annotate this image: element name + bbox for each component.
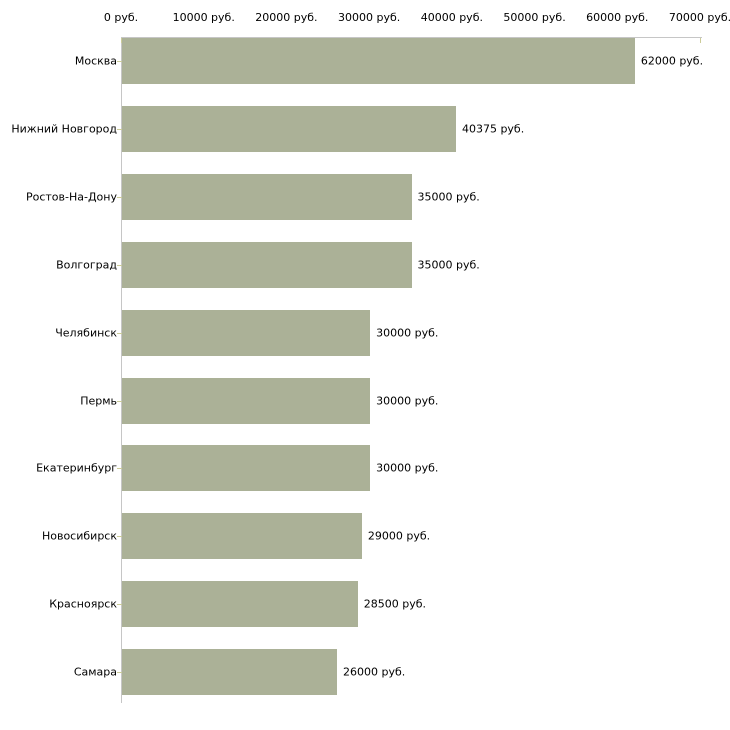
value-label: 29000 руб. [367, 529, 431, 543]
category-tick-mark [117, 129, 122, 130]
value-label: 35000 руб. [417, 190, 480, 204]
category-label: Новосибирск [41, 529, 117, 543]
category-tick-mark [117, 672, 122, 673]
x-tick-label: 40000 руб. [420, 11, 483, 24]
category-label: Нижний Новгород [11, 122, 117, 136]
value-label: 35000 руб. [417, 258, 480, 272]
x-tick-label: 60000 руб. [586, 11, 649, 24]
x-tick-label: 0 руб. [103, 11, 139, 24]
category-tick-mark [117, 61, 122, 62]
x-tick-label: 10000 руб. [172, 11, 235, 24]
x-tick-label: 30000 руб. [338, 11, 401, 24]
category-label: Екатеринбург [36, 461, 117, 475]
bar [122, 173, 412, 220]
category-tick-mark [117, 197, 122, 198]
category-label: Красноярск [49, 597, 117, 611]
value-label: 62000 руб. [640, 54, 704, 68]
value-label: 40375 руб. [461, 122, 525, 136]
value-label: 30000 руб. [376, 326, 439, 340]
bar [122, 105, 456, 152]
x-tick-label: 20000 руб. [255, 11, 318, 24]
category-tick-mark [117, 401, 122, 402]
x-tick-mark [121, 38, 122, 43]
bar [122, 38, 635, 84]
bar [122, 241, 412, 288]
bar [122, 581, 358, 628]
category-label: Волгоград [56, 258, 117, 272]
bar [122, 377, 371, 424]
bar [122, 445, 371, 492]
bar [122, 649, 338, 696]
category-label: Ростов-На-Дону [25, 190, 117, 204]
category-tick-mark [117, 604, 122, 605]
y-axis-line [121, 37, 122, 704]
category-label: Москва [74, 54, 117, 68]
x-axis-line [121, 37, 702, 38]
x-tick-label: 70000 руб. [668, 11, 730, 24]
category-tick-mark [117, 468, 122, 469]
value-label: 28500 руб. [363, 597, 426, 611]
category-tick-mark [117, 536, 122, 537]
bar [122, 513, 362, 560]
value-label: 26000 руб. [343, 665, 406, 679]
category-label: Пермь [80, 394, 117, 407]
category-tick-mark [117, 333, 122, 334]
value-label: 30000 руб. [376, 394, 439, 407]
value-label: 30000 руб. [376, 461, 439, 475]
bar [122, 309, 371, 356]
x-tick-label: 50000 руб. [503, 11, 566, 24]
category-tick-mark [117, 265, 122, 266]
category-label: Самара [73, 665, 117, 679]
x-tick-mark [700, 38, 701, 43]
category-label: Челябинск [55, 326, 117, 340]
